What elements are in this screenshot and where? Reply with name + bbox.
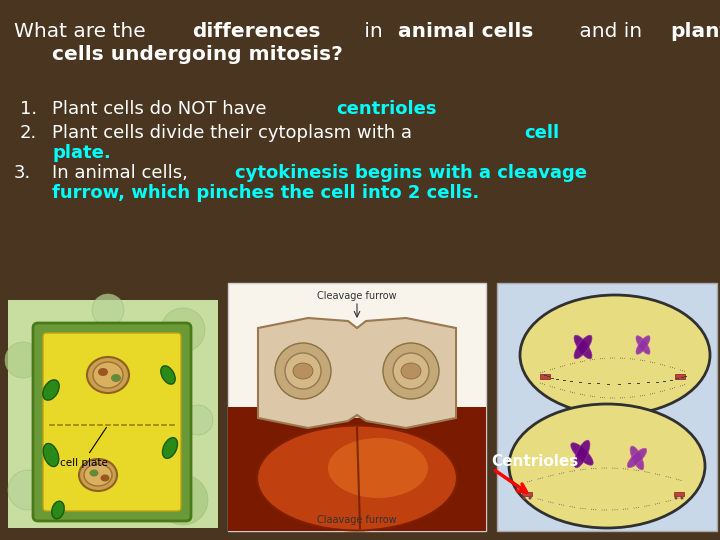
Text: Claavage furrow: Claavage furrow [318, 515, 397, 525]
Ellipse shape [98, 368, 108, 376]
Text: Plant cells divide their cytoplasm with a: Plant cells divide their cytoplasm with … [52, 124, 418, 141]
Ellipse shape [111, 374, 121, 382]
Text: differences: differences [192, 22, 320, 41]
Text: in: in [358, 22, 389, 41]
Ellipse shape [163, 437, 178, 458]
Text: 2.: 2. [20, 124, 37, 141]
Ellipse shape [161, 366, 175, 384]
Ellipse shape [43, 443, 59, 467]
Text: cytokinesis begins with a cleavage: cytokinesis begins with a cleavage [235, 164, 587, 183]
Text: In animal cells,: In animal cells, [52, 164, 194, 183]
Text: cells undergoing mitosis?: cells undergoing mitosis? [52, 45, 343, 64]
Ellipse shape [93, 362, 123, 388]
Text: furrow, which pinches the cell into 2 cells.: furrow, which pinches the cell into 2 ce… [52, 185, 480, 202]
Text: 3.: 3. [14, 164, 31, 183]
Ellipse shape [101, 475, 109, 482]
Ellipse shape [509, 404, 705, 528]
Ellipse shape [574, 335, 592, 359]
Circle shape [285, 353, 321, 389]
Ellipse shape [630, 446, 644, 470]
Text: centrioles: centrioles [336, 100, 437, 118]
Bar [522, 492, 532, 496]
Bar [303, 328, 411, 418]
Text: Plant cells do NOT have: Plant cells do NOT have [52, 100, 272, 118]
Circle shape [275, 343, 331, 399]
Ellipse shape [84, 464, 112, 486]
Ellipse shape [258, 326, 348, 421]
Ellipse shape [52, 501, 64, 519]
Ellipse shape [42, 380, 59, 400]
Circle shape [680, 496, 683, 500]
Bar [228, 407, 486, 531]
Bar [228, 283, 486, 531]
Ellipse shape [636, 336, 650, 354]
FancyBboxPatch shape [43, 333, 181, 511]
Text: animal cells: animal cells [398, 22, 534, 41]
Ellipse shape [636, 336, 650, 354]
Ellipse shape [366, 326, 456, 421]
Circle shape [8, 470, 48, 510]
Circle shape [528, 496, 531, 500]
Ellipse shape [574, 335, 592, 359]
Ellipse shape [627, 448, 647, 468]
Ellipse shape [87, 357, 129, 393]
Text: cell: cell [524, 124, 559, 141]
Bar [674, 492, 684, 496]
Text: Cleavage furrow: Cleavage furrow [318, 291, 397, 301]
Ellipse shape [293, 363, 313, 379]
Polygon shape [258, 318, 456, 428]
FancyBboxPatch shape [33, 323, 191, 521]
Circle shape [393, 353, 429, 389]
Circle shape [158, 475, 208, 525]
Bar [540, 374, 550, 379]
Circle shape [5, 342, 41, 378]
Circle shape [183, 405, 213, 435]
Ellipse shape [571, 443, 593, 465]
Text: plate.: plate. [52, 144, 111, 162]
Text: Centrioles: Centrioles [491, 454, 578, 469]
Ellipse shape [328, 438, 428, 498]
Circle shape [383, 343, 439, 399]
Text: What are the: What are the [14, 22, 152, 41]
Circle shape [161, 308, 205, 352]
Ellipse shape [257, 426, 457, 530]
Text: cell plate: cell plate [60, 458, 108, 468]
Text: 1.: 1. [20, 100, 37, 118]
Ellipse shape [401, 363, 421, 379]
Ellipse shape [574, 440, 590, 468]
Circle shape [92, 294, 124, 326]
Bar [8, 300, 218, 528]
Bar [675, 374, 685, 379]
Circle shape [523, 496, 526, 500]
Circle shape [675, 496, 678, 500]
Ellipse shape [89, 469, 99, 476]
Text: and in: and in [573, 22, 649, 41]
Ellipse shape [79, 459, 117, 491]
Text: plant: plant [670, 22, 720, 41]
Bar [497, 283, 717, 531]
Ellipse shape [520, 295, 710, 415]
